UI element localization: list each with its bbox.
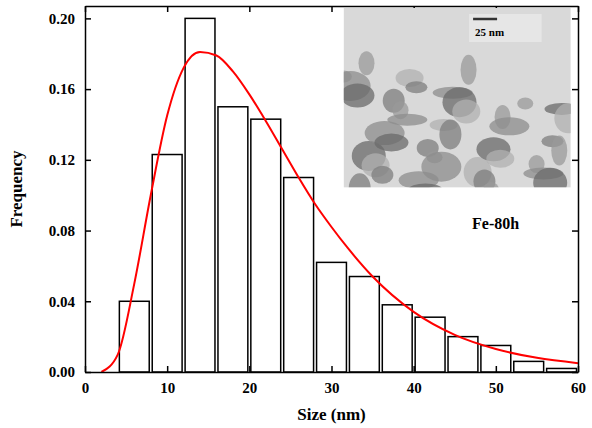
tick-label: 0.00 [49,364,75,380]
inset-background [344,8,571,187]
inset-particles [344,51,571,187]
inset-particle [554,103,570,133]
inset-particle [359,51,375,75]
inset-particle [349,173,371,187]
inset-particle [371,166,393,184]
histogram-bar [218,107,248,372]
tick-mark [249,6,251,12]
tick-mark [331,366,333,372]
tick: 40 [407,366,422,396]
inset-image: 25 nm [331,8,583,203]
tick-mark [85,160,91,162]
tick-label: 0.16 [49,81,76,97]
tick [572,18,578,19]
tick: 0.20 [49,11,91,27]
inset-particle [452,100,480,124]
tick-label: 50 [489,380,504,396]
inset-particle [421,152,461,182]
tick-mark [413,366,415,372]
inset-particle [405,81,427,93]
tick: 0.12 [49,152,91,168]
histogram-bar [349,277,379,372]
tick [572,231,578,232]
histogram-bar [152,155,182,372]
axis-line [578,7,580,373]
histogram-bar [382,305,412,372]
tick [332,6,333,12]
tick-mark [496,366,498,372]
inset-particle [489,117,529,135]
scale-bar-box [469,14,542,42]
y-axis: 0.00 0.04 0.08 0.12 0.16 0.20 [49,7,91,381]
tick-mark [167,366,169,372]
tick-label: 0 [82,380,90,396]
tick-mark [249,366,251,372]
tick-mark [572,89,578,91]
tick-mark [572,230,578,232]
inset-particle [486,150,514,168]
tick: 20 [242,366,257,396]
inset-particle [517,97,533,109]
tick-mark [572,160,578,162]
tick-label: 40 [407,380,422,396]
inset-particle [408,184,442,188]
axis-line [85,7,87,373]
chart: 0 10 20 30 40 50 60 0.00 0.04 0.08 0.12 0.16 0.20 Fe-… [0,0,592,428]
annotation: Fe-80h [472,215,519,232]
tick-mark [572,18,578,20]
tick-mark [331,6,333,12]
histogram-bar [251,119,281,372]
x-axis: 0 10 20 30 40 50 60 [82,366,586,396]
tick-mark [85,89,91,91]
tick-label: 30 [325,380,340,396]
tick-label: 20 [242,380,257,396]
tick [572,372,578,373]
tick-mark [85,18,91,20]
histogram-bar [317,262,347,372]
tick: 0.00 [49,364,91,380]
histogram-bar [415,317,445,372]
tick-mark [572,301,578,303]
inset-particle [551,136,567,166]
scale-bar-label: 25 nm [475,26,504,38]
tick-label: 0.12 [49,152,75,168]
tick [572,160,578,161]
tick: 50 [489,366,504,396]
plot-area: 0 10 20 30 40 50 60 0.00 0.04 0.08 0.12 0.16 0.20 Fe-… [49,6,586,396]
tick [167,6,168,12]
histogram-bar [547,368,577,372]
tick [249,6,250,12]
tick-mark [572,372,578,374]
inset-particle [344,83,375,107]
inset-particle [439,119,461,149]
scale-bar [473,18,497,21]
tick-mark [85,230,91,232]
inset-particle [374,134,408,152]
inset-particle [461,55,477,85]
inset-particle [387,114,427,126]
tick [572,301,578,302]
histogram-bar [514,361,544,372]
inset-particle [533,168,567,187]
tick: 0.16 [49,81,91,97]
tick-label: 60 [571,380,586,396]
histogram-bar [284,178,314,372]
tick-mark [85,301,91,303]
tick-label: 10 [160,380,175,396]
tick [572,89,578,90]
inset-particle [483,182,499,187]
y-axis-right [572,7,579,373]
y-axis-title: Frequency [7,150,26,228]
tick-mark [167,6,169,12]
tick: 0.04 [49,294,91,310]
tick: 30 [325,366,340,396]
tick-label: 0.04 [49,294,76,310]
tick-label: 0.08 [49,223,75,239]
histogram-bar [185,18,215,372]
x-axis-title: Size (nm) [297,405,365,424]
tick: 10 [160,366,175,396]
tick: 0.08 [49,223,91,239]
tick-label: 0.20 [49,11,75,27]
tick-mark [85,372,91,374]
